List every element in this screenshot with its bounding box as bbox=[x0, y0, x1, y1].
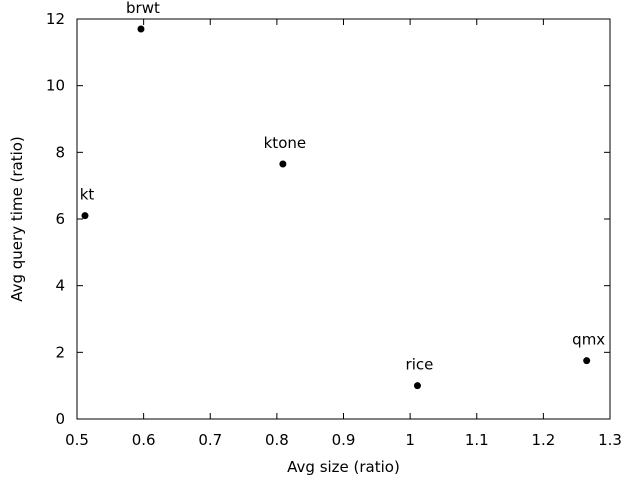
x-tick-label: 1 bbox=[405, 431, 415, 449]
x-tick-label: 1.3 bbox=[598, 431, 622, 449]
point-label-kt: kt bbox=[80, 186, 95, 204]
point-label-qmx: qmx bbox=[572, 331, 605, 349]
y-axis-title: Avg query time (ratio) bbox=[8, 136, 26, 302]
x-tick-label: 0.9 bbox=[332, 431, 356, 449]
plot-frame bbox=[76, 18, 611, 420]
point-label-rice: rice bbox=[406, 356, 434, 374]
y-tick-label: 10 bbox=[46, 77, 65, 95]
data-point-rice bbox=[413, 382, 421, 390]
x-tick-label: 0.6 bbox=[132, 431, 156, 449]
y-axis-ticks: 0 2 4 6 8 10 12 bbox=[46, 10, 610, 428]
y-tick-label: 6 bbox=[55, 210, 65, 228]
y-tick-label: 12 bbox=[46, 10, 65, 28]
y-tick-label: 0 bbox=[55, 410, 65, 428]
x-axis-ticks: 0.5 0.6 0.7 0.8 0.9 1 1.1 1.2 1.3 bbox=[65, 19, 622, 449]
data-point-qmx bbox=[583, 357, 591, 365]
point-label-brwt: brwt bbox=[126, 0, 160, 17]
x-tick-label: 1.2 bbox=[531, 431, 555, 449]
y-tick-label: 2 bbox=[55, 343, 65, 361]
point-label-ktone: ktone bbox=[264, 134, 306, 152]
data-point-kt bbox=[81, 212, 89, 220]
x-tick-label: 0.7 bbox=[198, 431, 222, 449]
data-points: brwt ktone kt rice qmx bbox=[80, 0, 605, 390]
x-tick-label: 0.8 bbox=[265, 431, 289, 449]
data-point-brwt bbox=[137, 25, 145, 33]
y-tick-label: 8 bbox=[55, 143, 65, 161]
x-tick-label: 1.1 bbox=[465, 431, 489, 449]
x-axis-title: Avg size (ratio) bbox=[287, 458, 400, 476]
x-tick-label: 0.5 bbox=[65, 431, 89, 449]
data-point-ktone bbox=[279, 160, 287, 168]
y-tick-label: 4 bbox=[55, 277, 65, 295]
